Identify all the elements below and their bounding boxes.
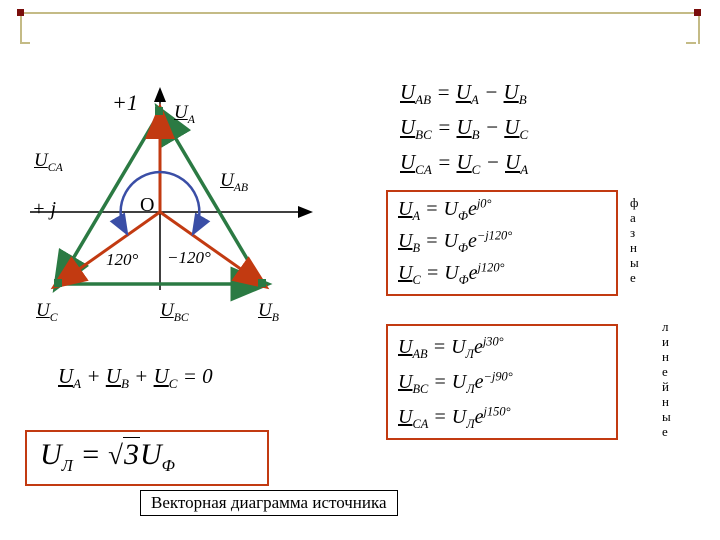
label-UCA: UCA	[34, 150, 63, 175]
slide-frame	[20, 12, 700, 44]
corner-tl	[17, 9, 24, 16]
slide-frame-seg-r	[686, 42, 696, 44]
label-plus-one: +1	[112, 90, 138, 116]
side-label-line: л и н е й н ы е	[662, 320, 671, 440]
eq-relation: UЛ = √3UФ	[40, 438, 175, 476]
label-origin: O	[140, 194, 154, 217]
line-diff-eqs: UAB = UA − UB UBC = UB − UC UCA = UC − U…	[400, 76, 528, 181]
label-UAB: UAB	[220, 170, 248, 195]
eq-sum: UA + UB + UC = 0	[58, 364, 213, 392]
label-plus-j: + j	[32, 198, 56, 221]
label-angle-pos: 120°	[106, 250, 138, 270]
line-exp-eqs: UAB = UЛej30° UBC = UЛe−j90° UCA = UЛej1…	[398, 330, 513, 435]
label-UBC: UBC	[160, 300, 189, 325]
label-UB: UB	[258, 300, 279, 325]
corner-tr	[694, 9, 701, 16]
phase-exp-eqs: UA = UФej0° UB = UФe−j120° UC = UФej120°	[398, 194, 512, 291]
slide-frame-seg-l	[20, 42, 30, 44]
side-label-phase: ф а з н ы е	[630, 196, 639, 286]
caption-box: Векторная диаграмма источника	[140, 490, 398, 516]
phasor-diagram	[0, 60, 340, 330]
label-UA: UA	[174, 102, 195, 127]
label-angle-neg: −120°	[167, 248, 211, 268]
label-UC: UC	[36, 300, 58, 325]
